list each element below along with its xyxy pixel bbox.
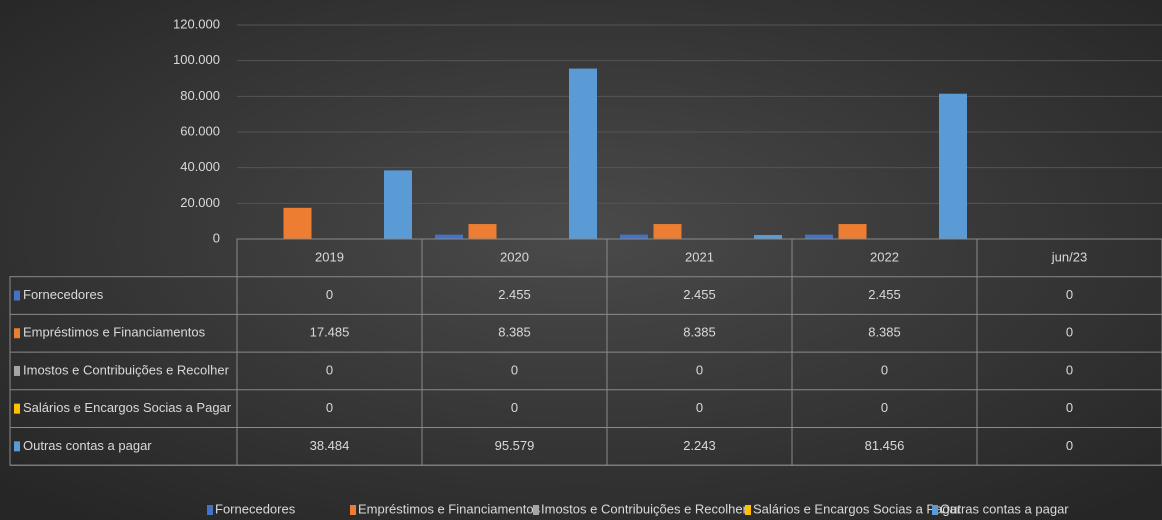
legend-label: Fornecedores: [215, 501, 296, 516]
table-value: 0: [1066, 438, 1073, 453]
table-value: 0: [1066, 400, 1073, 415]
table-value: 0: [326, 400, 333, 415]
table-value: 2.455: [498, 287, 531, 302]
table-row-label: Fornecedores: [23, 287, 104, 302]
table-value: 0: [511, 400, 518, 415]
table-value: 0: [696, 400, 703, 415]
table-legend-key: [14, 403, 20, 414]
table-value: 0: [326, 362, 333, 377]
x-tick-label: 2019: [315, 249, 344, 264]
legend-key: [350, 505, 356, 515]
table-value: 0: [881, 400, 888, 415]
x-tick-label: 2022: [870, 249, 899, 264]
table-row-label: Outras contas a pagar: [23, 438, 152, 453]
table-row-label: Salários e Encargos Socias a Pagar: [23, 400, 232, 415]
table-value: 8.385: [498, 325, 531, 340]
bar: [569, 68, 597, 239]
table-legend-key: [14, 290, 20, 301]
bar: [435, 234, 463, 239]
table-value: 2.243: [683, 438, 716, 453]
legend-label: Empréstimos e Financiamentos: [358, 501, 541, 516]
table-legend-key: [14, 328, 20, 339]
table-value: 0: [511, 362, 518, 377]
table-row-label: Empréstimos e Financiamentos: [23, 325, 206, 340]
y-tick-label: 80.000: [180, 88, 220, 103]
table-value: 38.484: [310, 438, 350, 453]
legend-key: [533, 505, 539, 515]
bar: [838, 224, 867, 239]
table-legend-key: [14, 441, 20, 452]
table-value: 2.455: [868, 287, 901, 302]
bar: [384, 170, 412, 239]
table-value: 8.385: [683, 325, 716, 340]
table-value: 2.455: [683, 287, 716, 302]
table-value: 0: [881, 362, 888, 377]
table-value: 0: [1066, 287, 1073, 302]
table-value: 8.385: [868, 325, 901, 340]
bar: [620, 234, 648, 239]
bar: [754, 234, 782, 239]
table-row-label: Imostos e Contribuições e Recolher: [23, 362, 230, 377]
legend-key: [745, 505, 751, 515]
table-value: 17.485: [310, 325, 350, 340]
y-tick-label: 20.000: [180, 195, 220, 210]
y-tick-label: 100.000: [173, 52, 220, 67]
legend-label: Salários e Encargos Socias a Pagar: [753, 501, 962, 516]
table-legend-key: [14, 365, 20, 376]
y-tick-label: 40.000: [180, 159, 220, 174]
bar: [805, 234, 833, 239]
y-tick-label: 0: [213, 230, 220, 245]
table-value: 0: [696, 362, 703, 377]
table-value: 81.456: [865, 438, 905, 453]
table-value: 0: [1066, 325, 1073, 340]
bar: [653, 224, 682, 239]
table-value: 95.579: [495, 438, 535, 453]
x-tick-label: 2020: [500, 249, 529, 264]
y-tick-label: 120.000: [173, 16, 220, 31]
legend-label: Imostos e Contribuições e Recolher: [541, 501, 748, 516]
legend-key: [207, 505, 213, 515]
x-tick-label: jun/23: [1051, 249, 1087, 264]
bar: [468, 224, 497, 239]
legend-key: [932, 505, 938, 515]
table-value: 0: [326, 287, 333, 302]
bar: [283, 207, 312, 239]
y-tick-label: 60.000: [180, 123, 220, 138]
x-tick-label: 2021: [685, 249, 714, 264]
legend-label: Outras contas a pagar: [940, 501, 1069, 516]
bar: [939, 93, 967, 239]
table-value: 0: [1066, 362, 1073, 377]
